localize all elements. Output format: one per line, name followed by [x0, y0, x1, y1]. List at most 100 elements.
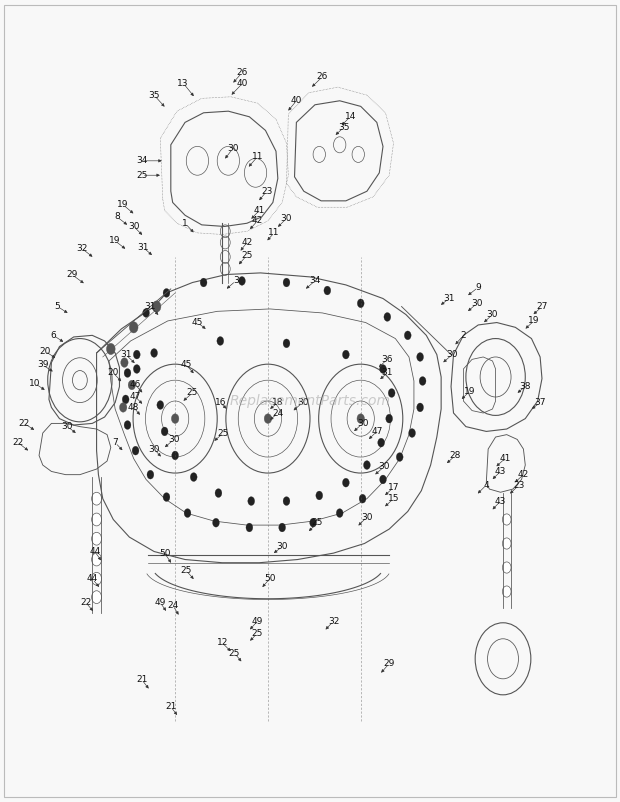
Circle shape — [502, 562, 511, 573]
Circle shape — [264, 414, 272, 423]
Text: 43: 43 — [495, 496, 506, 505]
Text: 30: 30 — [128, 222, 140, 231]
Circle shape — [502, 514, 511, 525]
Text: 30: 30 — [277, 542, 288, 551]
Text: 26: 26 — [236, 68, 247, 77]
Text: 26: 26 — [317, 72, 328, 81]
Circle shape — [157, 401, 164, 409]
Text: 31: 31 — [381, 368, 393, 378]
Text: 4: 4 — [484, 480, 489, 489]
Circle shape — [336, 508, 343, 517]
Text: 28: 28 — [450, 451, 461, 460]
Circle shape — [92, 492, 102, 505]
Text: 30: 30 — [357, 419, 368, 428]
Circle shape — [133, 365, 140, 374]
Text: 30: 30 — [168, 435, 180, 444]
Text: 20: 20 — [40, 346, 51, 356]
Circle shape — [239, 277, 246, 286]
Circle shape — [124, 369, 131, 378]
Text: 11: 11 — [252, 152, 263, 161]
Text: 42: 42 — [252, 217, 263, 225]
Text: 50: 50 — [159, 549, 170, 557]
Circle shape — [357, 299, 364, 308]
Text: 44: 44 — [89, 547, 100, 556]
Text: 30: 30 — [361, 512, 373, 521]
Text: 37: 37 — [534, 398, 546, 407]
Text: 10: 10 — [29, 379, 40, 388]
Text: 19: 19 — [528, 317, 539, 326]
Text: 30: 30 — [446, 350, 458, 359]
Circle shape — [283, 278, 290, 287]
Circle shape — [283, 496, 290, 505]
Text: 24: 24 — [272, 408, 283, 418]
Text: 25: 25 — [312, 518, 323, 527]
Text: 50: 50 — [264, 574, 275, 583]
Circle shape — [143, 309, 149, 318]
Text: 25: 25 — [187, 388, 198, 398]
Circle shape — [217, 337, 224, 346]
Text: 34: 34 — [136, 156, 148, 165]
Text: 23: 23 — [513, 480, 525, 489]
Circle shape — [378, 438, 384, 447]
Circle shape — [404, 331, 411, 340]
Text: 46: 46 — [130, 380, 141, 390]
Text: 15: 15 — [388, 494, 399, 503]
Circle shape — [215, 488, 222, 497]
Text: 49: 49 — [154, 598, 166, 607]
Text: 30: 30 — [378, 462, 390, 471]
Text: 21: 21 — [165, 703, 177, 711]
Text: 17: 17 — [388, 483, 399, 492]
Circle shape — [502, 586, 511, 597]
Circle shape — [172, 414, 179, 423]
Text: 22: 22 — [12, 438, 24, 448]
Circle shape — [184, 508, 191, 517]
Text: 41: 41 — [499, 454, 510, 463]
Text: 18: 18 — [272, 398, 283, 407]
Circle shape — [200, 278, 207, 287]
Circle shape — [342, 478, 349, 487]
Circle shape — [124, 420, 131, 429]
Circle shape — [120, 403, 127, 412]
Text: 25: 25 — [252, 629, 263, 638]
Text: 32: 32 — [328, 617, 339, 626]
Text: 30: 30 — [148, 444, 160, 454]
Circle shape — [92, 573, 102, 585]
Circle shape — [133, 350, 140, 359]
Circle shape — [324, 286, 330, 295]
Circle shape — [409, 428, 415, 437]
Text: 43: 43 — [495, 467, 506, 476]
Circle shape — [359, 494, 366, 503]
Text: 31: 31 — [137, 243, 149, 252]
Text: 30: 30 — [297, 398, 308, 407]
Text: 42: 42 — [518, 470, 529, 479]
Text: 47: 47 — [130, 392, 141, 402]
Text: 20: 20 — [108, 368, 119, 378]
Circle shape — [502, 538, 511, 549]
Text: 45: 45 — [180, 360, 192, 370]
Text: 38: 38 — [520, 382, 531, 391]
Text: 32: 32 — [77, 245, 88, 253]
Text: 31: 31 — [120, 350, 131, 359]
Circle shape — [419, 377, 426, 386]
Text: 39: 39 — [37, 360, 48, 370]
Circle shape — [130, 322, 138, 333]
Text: 12: 12 — [216, 638, 228, 647]
Text: 27: 27 — [536, 302, 547, 311]
Circle shape — [153, 301, 161, 312]
Circle shape — [316, 491, 322, 500]
Text: 14: 14 — [345, 112, 356, 121]
Circle shape — [388, 389, 395, 398]
Circle shape — [279, 523, 286, 532]
Text: 6: 6 — [50, 331, 56, 340]
Circle shape — [190, 472, 197, 481]
Circle shape — [246, 523, 253, 532]
Text: 21: 21 — [136, 675, 148, 684]
Text: 1: 1 — [182, 219, 188, 228]
Circle shape — [363, 460, 370, 469]
Text: 23: 23 — [261, 187, 272, 196]
Text: 30: 30 — [227, 144, 239, 153]
Text: 44: 44 — [87, 574, 98, 583]
Text: 40: 40 — [236, 79, 247, 88]
Circle shape — [379, 365, 386, 374]
Text: 24: 24 — [167, 601, 179, 610]
